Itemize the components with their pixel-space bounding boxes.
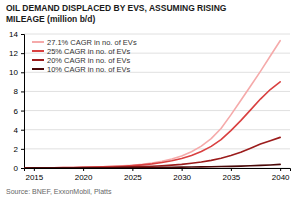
grid-line (24, 34, 290, 35)
x-tick: 2040 (272, 168, 290, 182)
y-tick: 12 (9, 49, 24, 58)
title-line: MILEAGE (million b/d) (6, 14, 95, 24)
legend-label: 27.1% CAGR in no. of EVs (47, 38, 137, 47)
legend-item: 10% CAGR in no. of EVs (32, 65, 131, 74)
x-tick-mark (231, 168, 232, 171)
series-line (24, 164, 280, 168)
series-line (24, 137, 280, 168)
y-tick-label: 10 (9, 68, 18, 77)
x-tick-label: 2040 (272, 173, 290, 182)
plot: 2015 2020 2025 2030 2035 2040 0 2 4 6 8 10 12 14 27.1%… (9, 30, 290, 182)
legend-swatch (32, 68, 44, 70)
x-tick-mark (182, 168, 183, 171)
y-tick-label: 2 (14, 145, 19, 154)
y-tick: 0 (14, 164, 24, 173)
y-tick-mark (21, 130, 24, 131)
legend-swatch (32, 41, 44, 43)
y-tick-mark (21, 111, 24, 112)
title-line: OIL DEMAND DISPLACED BY EVS, ASSUMING RI… (6, 3, 227, 13)
y-tick: 10 (9, 68, 24, 77)
y-tick: 14 (9, 30, 24, 39)
x-tick: 2030 (173, 168, 191, 182)
legend-label: 25% CAGR in no. of EVs (47, 47, 131, 56)
legend: 27.1% CAGR in no. of EVs25% CAGR in no. … (32, 38, 137, 74)
legend-item: 27.1% CAGR in no. of EVs (32, 38, 137, 47)
y-tick-mark (21, 168, 24, 169)
legend-label: 20% CAGR in no. of EVs (47, 56, 131, 65)
x-axis: 2015 2020 2025 2030 2035 2040 (25, 168, 291, 182)
y-axis: 0 2 4 6 8 10 12 14 (9, 30, 24, 173)
y-tick-label: 14 (9, 30, 18, 39)
y-tick-label: 8 (14, 87, 19, 96)
x-tick-label: 2020 (75, 173, 93, 182)
y-tick-label: 0 (14, 164, 19, 173)
x-tick-label: 2035 (222, 173, 240, 182)
y-tick: 8 (14, 87, 24, 96)
y-tick: 2 (14, 145, 24, 154)
y-tick-label: 4 (14, 126, 19, 135)
x-tick-mark (280, 168, 281, 171)
series-line (24, 82, 280, 168)
legend-swatch (32, 59, 44, 61)
y-tick: 6 (14, 107, 24, 116)
y-axis-line (21, 35, 25, 169)
y-tick-mark (21, 53, 24, 54)
legend-item: 20% CAGR in no. of EVs (32, 56, 131, 65)
chart: OIL DEMAND DISPLACED BY EVS, ASSUMING RI… (0, 0, 300, 198)
x-tick-label: 2025 (124, 173, 142, 182)
y-tick-mark (21, 72, 24, 73)
x-tick-mark (34, 168, 35, 171)
grid (24, 34, 290, 168)
y-tick-mark (21, 34, 24, 35)
source: Source: BNEF, ExxonMobil, Platts (6, 188, 112, 195)
title: OIL DEMAND DISPLACED BY EVS, ASSUMING RI… (6, 3, 227, 24)
lines (24, 41, 280, 168)
x-tick: 2015 (25, 168, 43, 182)
x-tick-mark (83, 168, 84, 171)
y-tick-label: 12 (9, 49, 18, 58)
x-tick: 2035 (222, 168, 240, 182)
y-tick: 4 (14, 126, 24, 135)
x-tick-label: 2030 (173, 173, 191, 182)
grid-line (24, 91, 290, 92)
x-tick: 2025 (124, 168, 142, 182)
series-line (24, 41, 280, 168)
y-tick-label: 6 (14, 107, 19, 116)
legend-swatch (32, 50, 44, 52)
x-axis-line (25, 169, 291, 172)
legend-label: 10% CAGR in no. of EVs (47, 65, 131, 74)
x-tick: 2020 (75, 168, 93, 182)
x-tick-label: 2015 (25, 173, 43, 182)
y-tick-mark (21, 149, 24, 150)
grid-line (24, 129, 290, 130)
y-tick-mark (21, 91, 24, 92)
x-tick-mark (132, 168, 133, 171)
legend-item: 25% CAGR in no. of EVs (32, 47, 131, 56)
